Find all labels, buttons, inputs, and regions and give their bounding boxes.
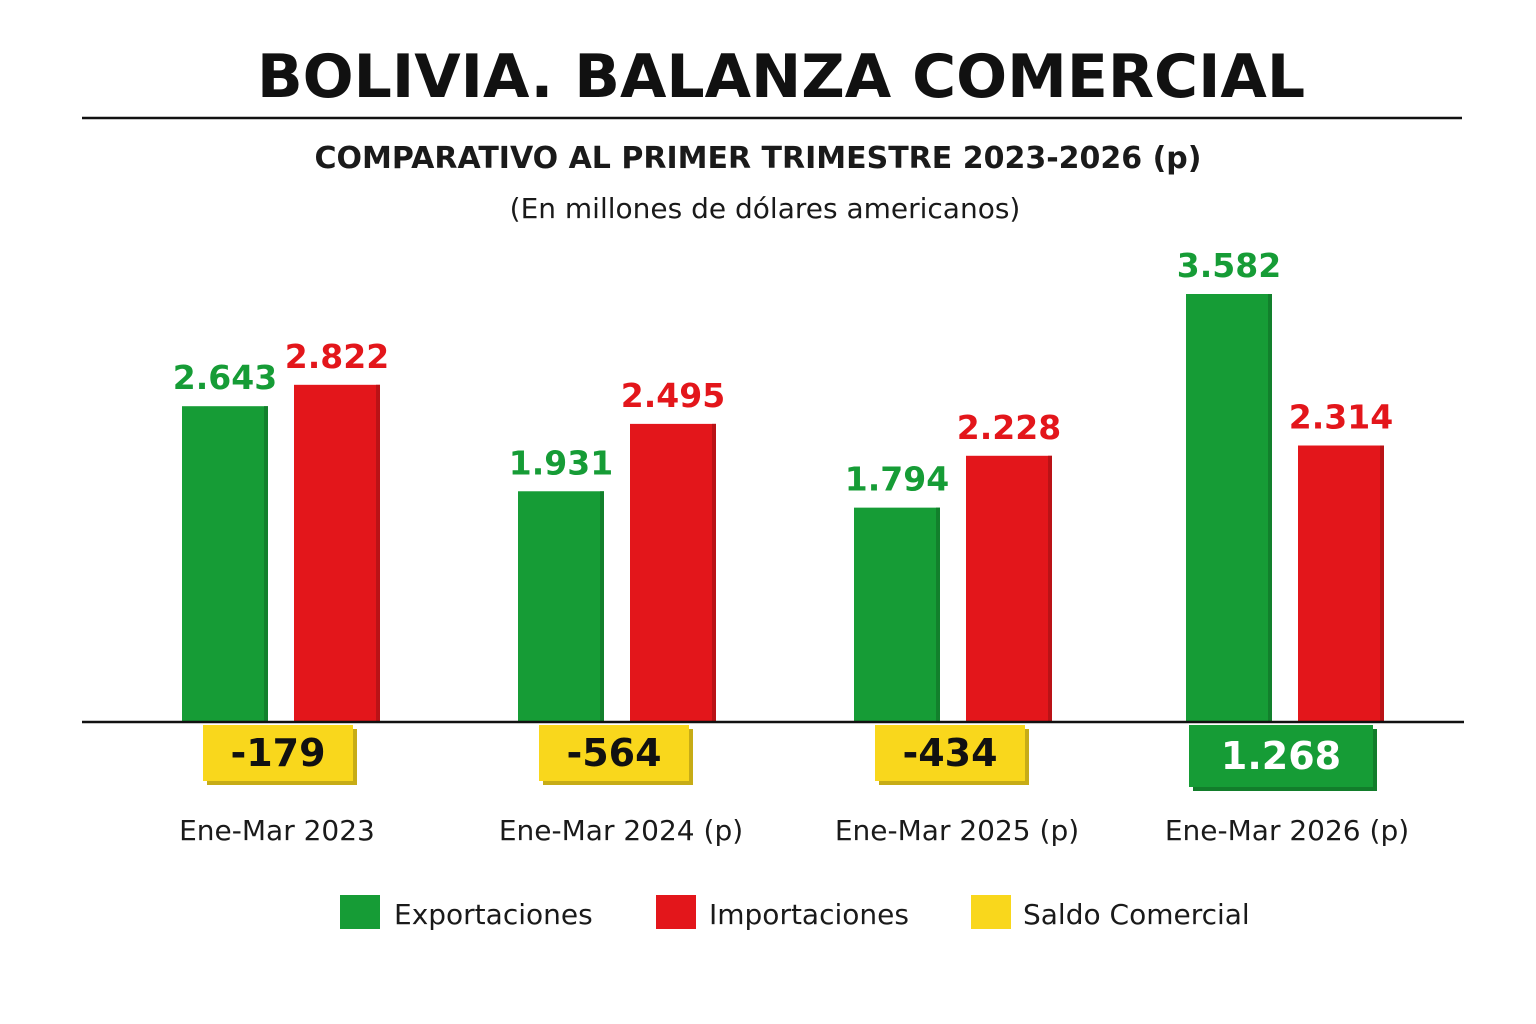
legend-swatch-exportaciones [340, 895, 380, 929]
category-label-4: Ene-Mar 2026 (p) [1165, 814, 1409, 847]
category-labels: Ene-Mar 2023 Ene-Mar 2024 (p) Ene-Mar 2025… [179, 814, 1409, 847]
value-label-importaciones-2: 2.495 [621, 376, 725, 415]
value-label-importaciones-3: 2.228 [957, 408, 1061, 447]
legend-swatch-importaciones [656, 895, 696, 929]
bar-shade-exportaciones-4 [1268, 294, 1272, 722]
value-label-exportaciones-1: 2.643 [173, 358, 277, 397]
bar-shade-exportaciones-3 [936, 507, 940, 722]
bar-exportaciones-4 [1186, 294, 1272, 722]
balance-box-1 [203, 725, 353, 781]
bar-shade-importaciones-3 [1048, 455, 1052, 722]
value-label-importaciones-4: 2.314 [1289, 398, 1393, 437]
balance-label-3: -434 [902, 731, 997, 775]
bar-shade-importaciones-1 [376, 384, 380, 722]
balance-box-4 [1189, 725, 1373, 787]
legend: Exportaciones Importaciones Saldo Comercia… [340, 895, 1250, 931]
value-label-exportaciones-3: 1.794 [845, 460, 949, 499]
bar-importaciones-3 [966, 455, 1052, 722]
legend-swatch-saldo-comercial [971, 895, 1011, 929]
legend-label-exportaciones: Exportaciones [394, 898, 593, 931]
value-label-importaciones-1: 2.822 [285, 337, 389, 376]
value-label-exportaciones-2: 1.931 [509, 443, 613, 482]
bar-exportaciones-3 [854, 507, 940, 722]
balance-box-2 [539, 725, 689, 781]
balance-box-3 [875, 725, 1025, 781]
category-label-3: Ene-Mar 2025 (p) [835, 814, 1079, 847]
balance-layer: -179 -564 -434 1.268 [203, 725, 1377, 791]
balance-label-1: -179 [230, 731, 325, 775]
balance-label-4: 1.268 [1221, 734, 1341, 778]
value-label-exportaciones-4: 3.582 [1177, 246, 1281, 285]
bar-shade-exportaciones-1 [264, 406, 268, 722]
bar-importaciones-2 [630, 423, 716, 722]
bar-exportaciones-1 [182, 406, 268, 722]
chart-subtitle: COMPARATIVO AL PRIMER TRIMESTRE 2023-202… [315, 141, 1202, 176]
bar-exportaciones-2 [518, 491, 604, 722]
balance-label-2: -564 [566, 731, 661, 775]
bar-shade-importaciones-2 [712, 423, 716, 722]
legend-label-importaciones: Importaciones [709, 898, 909, 931]
bar-shade-exportaciones-2 [600, 491, 604, 722]
bar-importaciones-1 [294, 384, 380, 722]
unit-note: (En millones de dólares americanos) [510, 192, 1021, 225]
legend-label-saldo-comercial: Saldo Comercial [1023, 898, 1250, 931]
bar-shade-importaciones-4 [1380, 445, 1384, 722]
chart-title: BOLIVIA. BALANZA COMERCIAL [257, 42, 1305, 112]
category-label-2: Ene-Mar 2024 (p) [499, 814, 743, 847]
category-label-1: Ene-Mar 2023 [179, 814, 375, 847]
bar-importaciones-4 [1298, 445, 1384, 722]
